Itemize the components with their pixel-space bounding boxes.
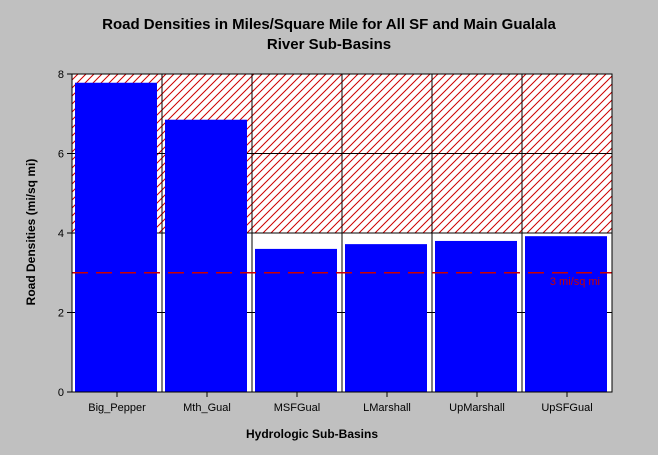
x-tick-label: Big_Pepper (88, 402, 146, 414)
x-tick-label: Mth_Gual (183, 402, 231, 414)
chart-title-line-1: Road Densities in Miles/Square Mile for … (102, 16, 556, 33)
x-tick-label: MSFGual (274, 402, 320, 414)
y-axis-label: Road Densities (mi/sq mi) (24, 159, 38, 306)
bar (255, 248, 337, 392)
x-axis-label: Hydrologic Sub-Basins (246, 427, 378, 441)
reference-line-label: 3 mi/sq mi (550, 276, 600, 288)
y-axis-ticks: 0 2 4 6 8 (58, 69, 72, 399)
x-tick-label: UpSFGual (541, 402, 592, 414)
bar (75, 82, 157, 393)
bar (435, 240, 517, 392)
bars (75, 82, 607, 393)
chart-title-line-2: River Sub-Basins (267, 36, 391, 53)
x-tick-label: LMarshall (363, 402, 411, 414)
bar (525, 236, 607, 392)
x-axis-ticks: Big_Pepper Mth_Gual MSFGual LMarshall UpMars… (88, 392, 593, 414)
grid-lines (72, 74, 612, 392)
y-tick-label: 6 (58, 149, 64, 161)
x-tick-label: UpMarshall (449, 402, 505, 414)
y-tick-label: 2 (58, 308, 64, 320)
bar (165, 119, 247, 393)
y-tick-label: 0 (58, 387, 64, 399)
bar (345, 244, 427, 392)
y-tick-label: 8 (58, 69, 64, 81)
y-tick-label: 4 (58, 228, 64, 240)
